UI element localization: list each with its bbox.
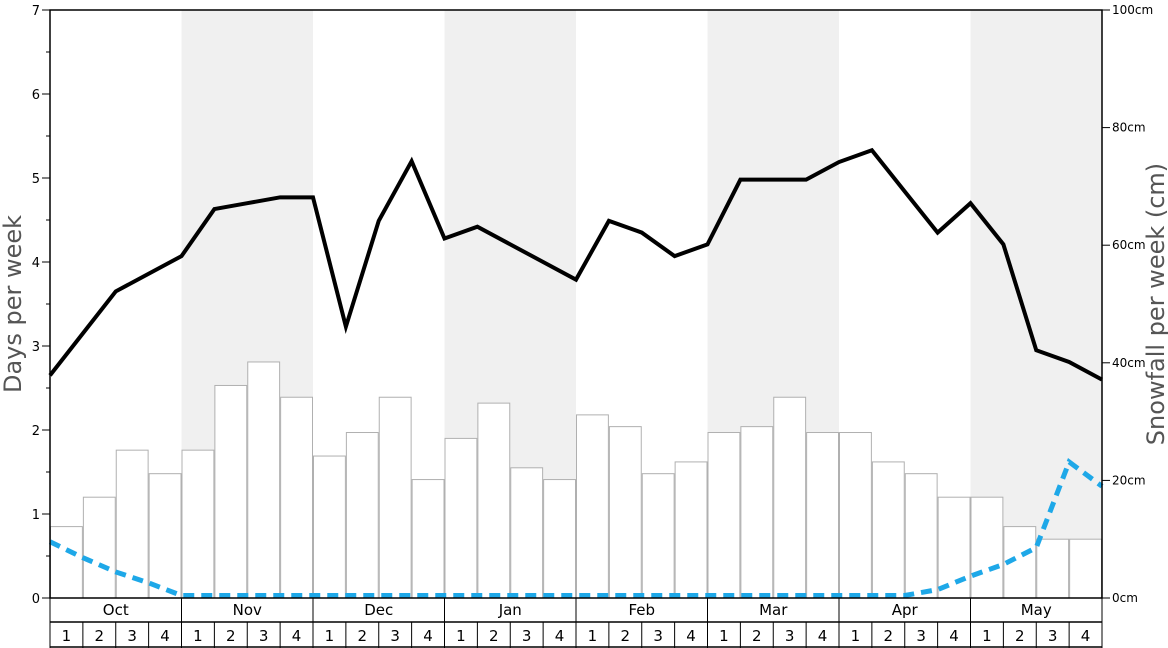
month-label-jan: Jan <box>498 601 522 619</box>
right-tick-label: 100cm <box>1112 3 1153 17</box>
snowfall-bar <box>608 426 642 599</box>
right-tick-label: 0cm <box>1112 591 1138 605</box>
month-label-oct: Oct <box>103 601 129 619</box>
snowfall-bar <box>50 526 83 599</box>
left-tick-label: 6 <box>32 88 40 103</box>
snowfall-bar <box>148 473 182 599</box>
right-tick-label: 60cm <box>1112 238 1146 252</box>
week-label: 2 <box>621 627 631 645</box>
snowfall-bar <box>181 449 215 599</box>
week-label: 1 <box>719 627 729 645</box>
snowfall-bar <box>740 426 774 599</box>
week-label: 4 <box>686 627 696 645</box>
snowfall-bar <box>641 473 675 599</box>
right-axis: 0cm 20cm 40cm 60cm 80cm 100cm <box>1102 3 1153 605</box>
left-tick-label: 3 <box>32 340 40 355</box>
month-row: Oct Nov Dec Jan Feb Mar Apr May <box>49 598 1103 623</box>
week-label: 1 <box>851 627 861 645</box>
snowfall-bar <box>806 432 839 599</box>
week-label: 4 <box>949 627 959 645</box>
right-tick-label: 20cm <box>1112 473 1146 487</box>
left-tick-label: 2 <box>32 424 40 439</box>
week-label: 4 <box>160 627 170 645</box>
snow-days-line <box>48 147 1103 382</box>
month-label-feb: Feb <box>628 601 655 619</box>
left-tick-label: 7 <box>32 4 40 19</box>
week-label: 2 <box>489 627 499 645</box>
snowfall-bar <box>214 384 248 599</box>
snowfall-bar <box>280 396 313 599</box>
snowfall-bar <box>1069 538 1102 599</box>
month-label-apr: Apr <box>892 601 919 619</box>
week-label: 2 <box>884 627 894 645</box>
week-label: 4 <box>292 627 302 645</box>
snowfall-probability-line <box>48 457 1104 598</box>
snowfall-bar <box>871 461 905 599</box>
week-label: 1 <box>456 627 466 645</box>
snowfall-bar <box>543 479 576 599</box>
week-label: 2 <box>358 627 368 645</box>
snowfall-bar <box>444 437 478 599</box>
snowfall-bar <box>510 467 544 599</box>
week-label: 1 <box>588 627 598 645</box>
week-label: 3 <box>522 627 532 645</box>
week-label: 3 <box>127 627 137 645</box>
snowfall-bar <box>839 432 872 599</box>
week-label: 3 <box>916 627 926 645</box>
chart-lines <box>48 147 1104 598</box>
snowfall-bar <box>411 479 445 599</box>
week-label: 3 <box>390 627 400 645</box>
week-label: 4 <box>555 627 565 645</box>
right-tick-label: 40cm <box>1112 356 1146 370</box>
month-label-nov: Nov <box>233 601 262 619</box>
month-label-may: May <box>1021 601 1052 619</box>
week-label: 3 <box>653 627 663 645</box>
week-label: 3 <box>259 627 269 645</box>
snowfall-bar <box>773 396 807 599</box>
week-label: 4 <box>423 627 433 645</box>
week-row: 1 2 3 4 1 2 3 4 1 2 3 4 1 2 3 4 1 2 3 4 1 2 3 4 1 2 3 4 1 2 3 4 <box>49 622 1103 648</box>
snowfall-bar <box>937 496 971 599</box>
snowfall-bar <box>313 455 346 599</box>
week-label: 4 <box>1081 627 1091 645</box>
week-label: 2 <box>226 627 236 645</box>
right-tick-label: 80cm <box>1112 121 1146 135</box>
week-label: 1 <box>325 627 335 645</box>
left-tick-label: 1 <box>32 508 40 523</box>
snowfall-bar <box>477 402 511 599</box>
left-tick-label: 4 <box>32 256 40 271</box>
week-label: 3 <box>785 627 795 645</box>
week-label: 2 <box>1015 627 1025 645</box>
snowfall-bar <box>970 496 1004 599</box>
snowfall-bar <box>576 414 609 599</box>
week-label: 1 <box>62 627 72 645</box>
week-label: 2 <box>95 627 105 645</box>
snowfall-bar <box>247 361 281 599</box>
week-label: 4 <box>818 627 828 645</box>
week-label: 1 <box>982 627 992 645</box>
week-label: 1 <box>193 627 203 645</box>
left-tick-label: 0 <box>32 592 40 607</box>
snowfall-bar <box>707 432 741 599</box>
week-label: 2 <box>752 627 762 645</box>
right-axis-title: Snowfall per week (cm) <box>1142 163 1168 445</box>
snowfall-bar <box>1036 538 1070 599</box>
snowfall-bar <box>345 432 379 599</box>
snowfall-bar <box>674 461 708 599</box>
week-label: 3 <box>1048 627 1058 645</box>
snowfall-bar <box>904 473 938 599</box>
left-tick-label: 5 <box>32 172 40 187</box>
left-axis: 0 1 2 3 4 5 6 7 <box>32 4 50 607</box>
snowfall-bars <box>50 361 1102 599</box>
snowfall-bar <box>378 396 412 599</box>
month-label-mar: Mar <box>759 601 788 619</box>
left-axis-title: Days per week <box>0 215 27 393</box>
month-label-dec: Dec <box>364 601 393 619</box>
snowfall-bar <box>82 496 116 599</box>
